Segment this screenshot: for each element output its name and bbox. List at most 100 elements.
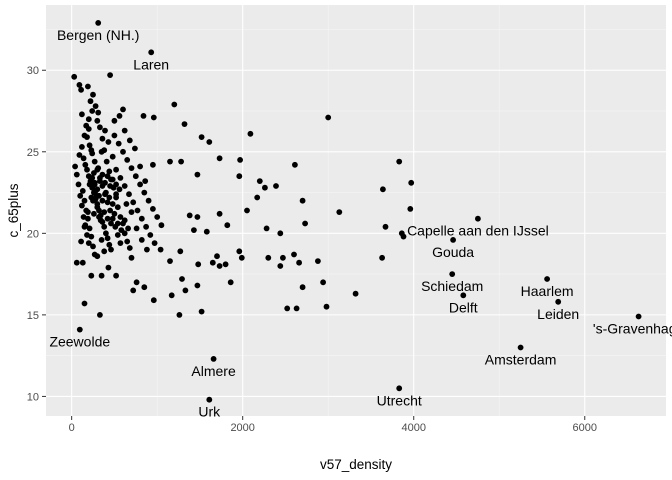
point-label: Delft [449,299,478,315]
data-point [76,152,83,158]
data-point [91,170,97,176]
data-point [263,225,270,232]
data-point [407,206,414,212]
data-point [134,207,141,214]
data-point [130,287,137,294]
data-point [105,139,112,145]
data-point [320,279,326,286]
data-point [460,292,467,299]
data-point [124,238,131,245]
data-point [182,287,189,294]
data-point [280,254,286,261]
data-point [88,147,95,154]
data-point [194,171,201,178]
data-point [315,258,321,264]
x-tick-label: 2000 [230,422,254,434]
data-point [247,130,254,137]
data-point [107,72,113,78]
data-point [128,209,135,216]
data-point [273,183,279,189]
data-point [114,232,121,238]
data-point [85,116,92,123]
point-label: Bergen (NH.) [57,27,139,43]
data-point [214,253,220,260]
data-point [449,271,456,277]
data-point [408,179,415,186]
data-point [141,189,148,196]
data-point [111,117,118,124]
data-point [113,272,119,279]
data-point [450,237,456,243]
data-point [400,233,407,240]
data-point [132,145,138,152]
data-point [237,157,244,163]
data-point [86,225,93,232]
data-point [125,225,131,232]
data-point [85,240,92,247]
data-point [101,209,108,216]
data-point [71,73,78,80]
data-point [75,181,82,188]
data-point [85,83,91,90]
data-point [206,396,213,403]
data-point [76,326,83,333]
point-label: Utrecht [377,392,422,408]
data-point [104,235,111,242]
gridlines [46,5,666,416]
data-point [117,214,124,220]
data-point [277,230,284,237]
data-point [224,222,231,229]
data-point [132,173,139,180]
data-point [140,113,147,119]
data-point [124,157,131,163]
data-point [87,98,94,105]
axis-ticks: 0 2000 4000 6000 10 15 20 25 30 [27,65,597,434]
data-point [380,186,386,193]
data-point [262,184,268,191]
point-label: Zeewolde [49,334,110,350]
data-point [103,189,109,196]
y-tick-label: 30 [27,65,39,77]
data-point [120,106,126,113]
data-point [123,201,130,207]
data-point [216,155,223,162]
data-point [91,181,98,188]
data-point [206,139,213,145]
data-point [126,245,133,251]
data-point [90,197,96,204]
data-point [106,194,113,201]
data-point [128,254,135,261]
data-point [111,210,118,217]
point-label: Laren [133,56,169,72]
x-tick-label: 6000 [573,422,597,434]
data-point [143,223,150,230]
data-point [79,259,86,266]
data-point [85,126,92,132]
data-point [126,137,133,144]
data-point [379,254,385,261]
data-point [191,227,197,234]
point-label: Urk [198,404,221,420]
data-point [176,312,183,318]
data-point [116,113,123,119]
y-tick-label: 10 [27,391,39,403]
data-point [78,238,84,245]
data-point [77,192,84,199]
data-point [102,179,108,186]
data-point [118,227,125,234]
data-point [325,114,332,121]
data-point [72,163,78,170]
data-point [265,254,272,261]
data-point [396,158,403,165]
data-point [95,20,102,26]
data-point [91,158,98,165]
data-point [352,290,359,297]
point-label: Gouda [432,244,474,260]
data-point [544,276,550,282]
data-point [138,237,145,243]
data-point [99,197,106,204]
data-point [117,240,124,247]
data-point [198,134,205,141]
data-point [150,297,157,304]
data-point [79,144,85,150]
